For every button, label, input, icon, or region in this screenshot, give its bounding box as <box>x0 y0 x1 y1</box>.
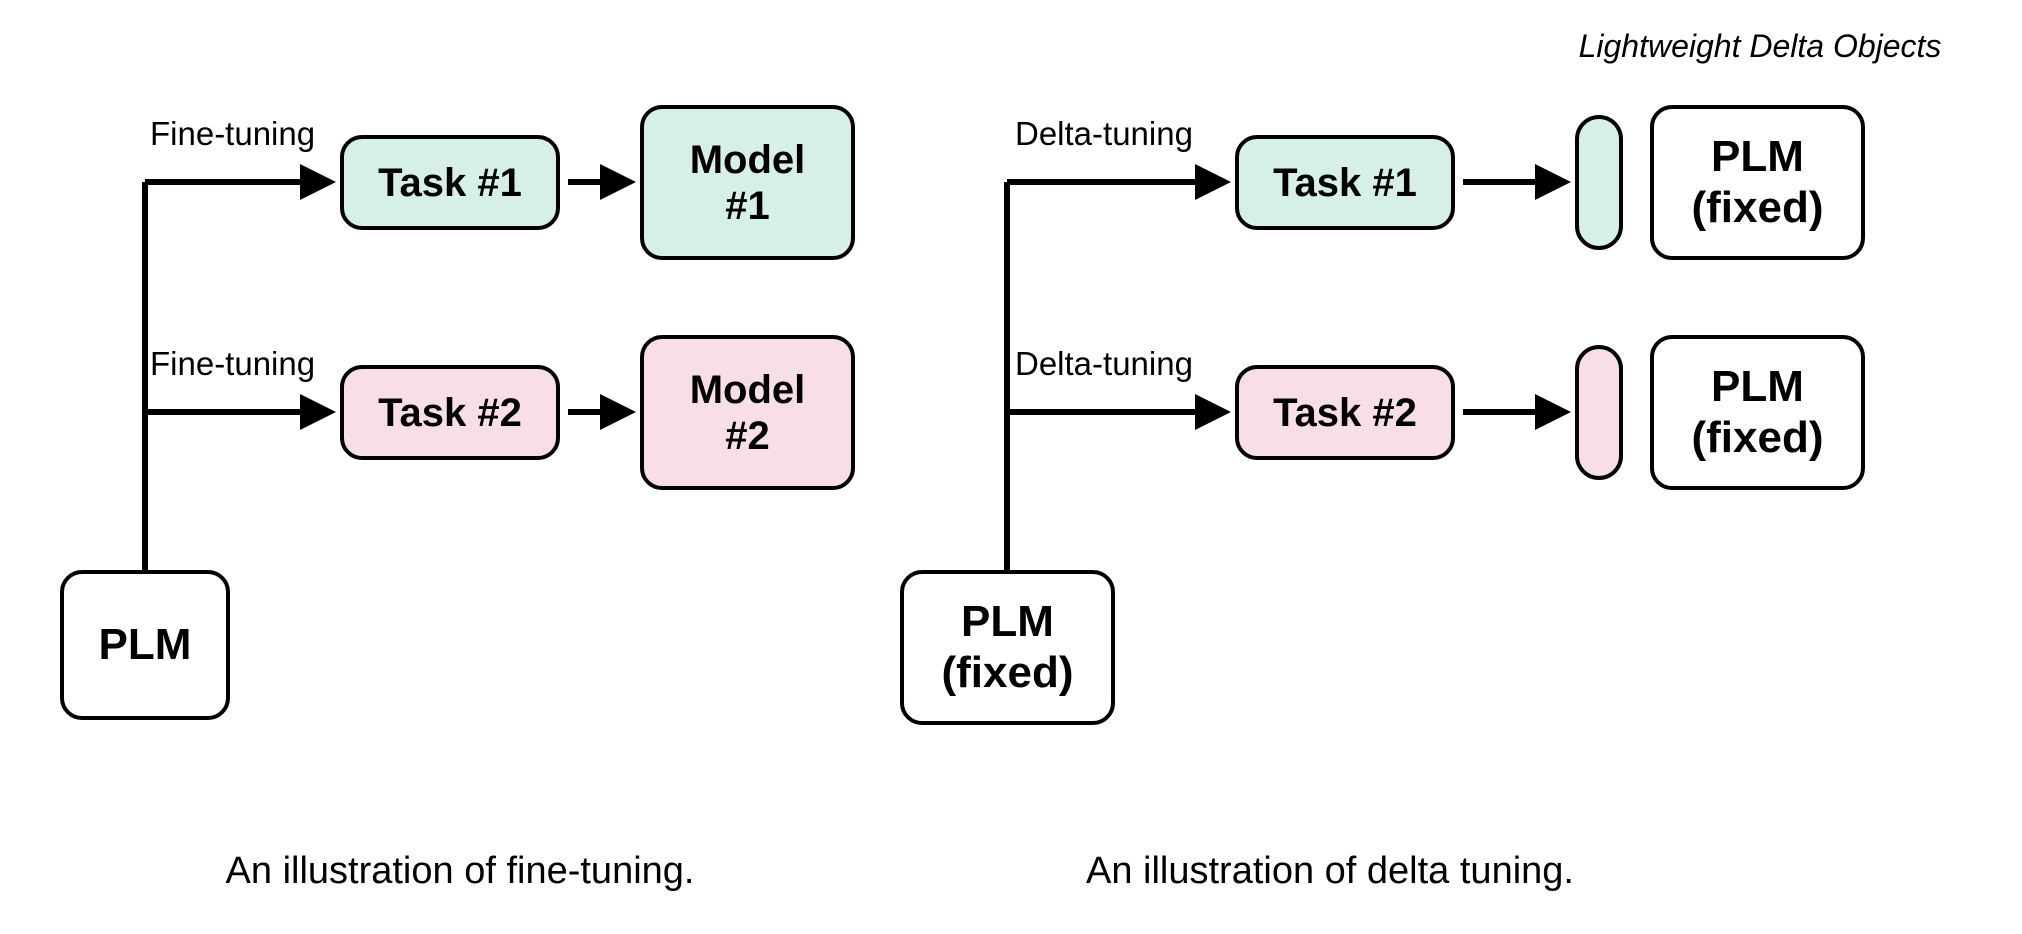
delta-object-2 <box>1575 345 1623 480</box>
lightweight-delta-annotation: Lightweight Delta Objects <box>1540 28 1980 65</box>
node-model-1: Model#1 <box>640 105 855 260</box>
edge-label-finetune-1: Fine-tuning <box>150 115 315 153</box>
edge-label-deltatune-2: Delta-tuning <box>1015 345 1193 383</box>
diagram-container: Lightweight Delta Objects PLM Fine-tunin… <box>0 0 2022 934</box>
node-task-2-right: Task #2 <box>1235 365 1455 460</box>
node-plm-left: PLM <box>60 570 230 720</box>
edge-label-deltatune-1: Delta-tuning <box>1015 115 1193 153</box>
edge-label-finetune-2: Fine-tuning <box>150 345 315 383</box>
node-task-1-left: Task #1 <box>340 135 560 230</box>
node-task-2-left: Task #2 <box>340 365 560 460</box>
node-model-2: Model#2 <box>640 335 855 490</box>
caption-right: An illustration of delta tuning. <box>1050 850 1610 893</box>
node-plm-fixed-source: PLM(fixed) <box>900 570 1115 725</box>
node-plm-fixed-2: PLM(fixed) <box>1650 335 1865 490</box>
delta-object-1 <box>1575 115 1623 250</box>
caption-left: An illustration of fine-tuning. <box>180 850 740 893</box>
node-plm-fixed-1: PLM(fixed) <box>1650 105 1865 260</box>
node-task-1-right: Task #1 <box>1235 135 1455 230</box>
